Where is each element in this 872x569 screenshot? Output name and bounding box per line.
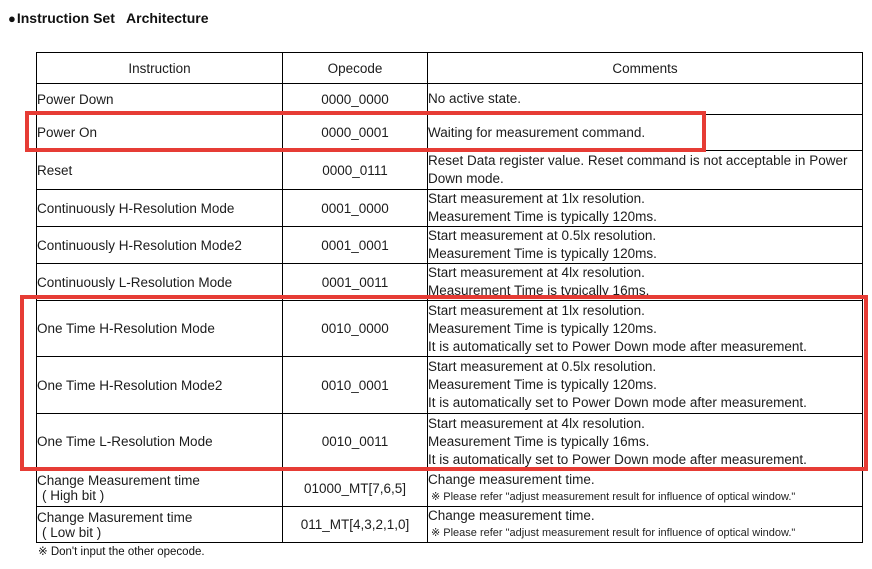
opcode-cell: 0010_0001 xyxy=(282,356,428,414)
comment-note: ※ Please refer "adjust measurement resul… xyxy=(431,490,796,503)
comment-line: Measurement Time is typically 120ms. xyxy=(428,377,657,392)
table-row-change-time-low: Change Masurement time ( Low bit ) 011_M… xyxy=(36,506,863,543)
comments-cell: Change measurement time. ※ Please refer … xyxy=(427,506,863,543)
comment-line: Measurement Time is typically 120ms. xyxy=(428,320,657,336)
opcode-cell: 0000_0111 xyxy=(282,150,428,190)
table-header-row: Instruction Opecode Comments xyxy=(36,52,863,84)
opcode-cell: 0010_0011 xyxy=(282,413,428,470)
table-row-cont-l-res: Continuously L-Resolution Mode 0001_0011… xyxy=(36,263,863,301)
table-row-reset: Reset 0000_0111 Reset Data register valu… xyxy=(36,150,863,190)
col-header-opecode: Opecode xyxy=(282,52,428,84)
instruction-subline: ( Low bit ) xyxy=(42,524,102,540)
instruction-cell: One Time L-Resolution Mode xyxy=(36,413,283,470)
comment-line: Start measurement at 4lx resolution. xyxy=(428,265,645,280)
comment-line: Start measurement at 4lx resolution. xyxy=(428,415,645,431)
table-row-onetime-h-res: One Time H-Resolution Mode 0010_0000 Sta… xyxy=(36,300,863,357)
instruction-name: Continuously H-Resolution Mode2 xyxy=(37,237,242,253)
opcode-cell: 01000_MT[7,6,5] xyxy=(282,469,428,507)
comment-line: Measurement Time is typically 16ms. xyxy=(428,283,650,298)
table-row-change-time-high: Change Measurement time ( High bit ) 010… xyxy=(36,469,863,507)
instruction-subline: ( High bit ) xyxy=(42,488,105,503)
table-row-onetime-h-res2: One Time H-Resolution Mode2 0010_0001 St… xyxy=(36,356,863,414)
comments-cell: Start measurement at 4lx resolution. Mea… xyxy=(427,413,863,470)
instruction-name: One Time L-Resolution Mode xyxy=(37,434,213,449)
comment-line: Measurement Time is typically 16ms. xyxy=(428,433,650,449)
comment-line: Change measurement time. xyxy=(428,471,595,487)
instruction-name: Continuously H-Resolution Mode xyxy=(37,200,235,216)
comment-line: It is automatically set to Power Down mo… xyxy=(428,338,807,354)
opcode-cell: 0000_0001 xyxy=(282,114,428,151)
comment-line: No active state. xyxy=(428,91,522,106)
comment-note: ※ Please refer "adjust measurement resul… xyxy=(431,527,796,539)
comment-line: It is automatically set to Power Down mo… xyxy=(428,395,807,410)
instruction-cell: Reset xyxy=(36,150,283,190)
table-row-power-on: Power On 0000_0001 Waiting for measureme… xyxy=(36,114,863,151)
comment-line: Change measurement time. xyxy=(428,508,595,523)
table-row-cont-h-res2: Continuously H-Resolution Mode2 0001_000… xyxy=(36,226,863,264)
instruction-cell: Change Measurement time ( High bit ) xyxy=(36,469,283,507)
instruction-cell: Change Masurement time ( Low bit ) xyxy=(36,506,283,543)
comments-cell: Change measurement time. ※ Please refer … xyxy=(427,469,863,507)
comment-line: Measurement Time is typically 120ms. xyxy=(428,246,657,261)
page-title-text: Instruction Set Architecture xyxy=(16,10,209,26)
table-row-power-down: Power Down 0000_0000 No active state. xyxy=(36,83,863,115)
comment-line: Start measurement at 1lx resolution. xyxy=(428,302,645,318)
instruction-cell: Continuously L-Resolution Mode xyxy=(36,263,283,301)
comment-line: Waiting for measurement command. xyxy=(428,124,646,140)
opcode-cell: 0010_0000 xyxy=(282,300,428,357)
instruction-name: Change Masurement time xyxy=(37,509,193,525)
bullet-icon: ● xyxy=(8,11,17,26)
comments-cell: Waiting for measurement command. xyxy=(427,114,863,151)
instruction-name: Reset xyxy=(37,162,73,178)
comments-cell: Start measurement at 1lx resolution. Mea… xyxy=(427,189,863,227)
page-title: ●Instruction Set Architecture xyxy=(8,10,208,26)
comment-line: Measurement Time is typically 120ms. xyxy=(428,209,657,224)
opcode-cell: 0001_0000 xyxy=(282,189,428,227)
opcode-cell: 0001_0011 xyxy=(282,263,428,301)
col-header-comments: Comments xyxy=(427,52,863,84)
comments-cell: No active state. xyxy=(427,83,863,115)
table-row-onetime-l-res: One Time L-Resolution Mode 0010_0011 Sta… xyxy=(36,413,863,470)
instruction-cell: One Time H-Resolution Mode2 xyxy=(36,356,283,414)
instruction-set-table: Instruction Opecode Comments Power Down … xyxy=(36,52,863,543)
instruction-name: Power On xyxy=(37,125,98,140)
instruction-cell: One Time H-Resolution Mode xyxy=(36,300,283,357)
instruction-cell: Power Down xyxy=(36,83,283,115)
opcode-cell: 0001_0001 xyxy=(282,226,428,264)
footnote: ※ Don't input the other opecode. xyxy=(38,546,205,558)
instruction-cell: Continuously H-Resolution Mode xyxy=(36,189,283,227)
comment-line: Start measurement at 1lx resolution. xyxy=(428,191,645,206)
comments-cell: Start measurement at 0.5lx resolution. M… xyxy=(427,356,863,414)
instruction-name: Continuously L-Resolution Mode xyxy=(37,274,233,290)
instruction-cell: Power On xyxy=(36,114,283,151)
instruction-name: One Time H-Resolution Mode xyxy=(37,321,215,336)
instruction-cell: Continuously H-Resolution Mode2 xyxy=(36,226,283,264)
opcode-cell: 0000_0000 xyxy=(282,83,428,115)
comment-line: Start measurement at 0.5lx resolution. xyxy=(428,228,657,243)
comments-cell: Start measurement at 4lx resolution. Mea… xyxy=(427,263,863,301)
comment-line: Reset Data register value. Reset command… xyxy=(428,153,848,186)
col-header-instruction: Instruction xyxy=(36,52,283,84)
comments-cell: Start measurement at 0.5lx resolution. M… xyxy=(427,226,863,264)
comments-cell: Reset Data register value. Reset command… xyxy=(427,150,863,190)
comments-cell: Start measurement at 1lx resolution. Mea… xyxy=(427,300,863,357)
comment-line: It is automatically set to Power Down mo… xyxy=(428,451,807,467)
table-row-cont-h-res: Continuously H-Resolution Mode 0001_0000… xyxy=(36,189,863,227)
instruction-name: One Time H-Resolution Mode2 xyxy=(37,377,223,393)
instruction-name: Change Measurement time xyxy=(37,473,200,488)
comment-line: Start measurement at 0.5lx resolution. xyxy=(428,359,657,374)
opcode-cell: 011_MT[4,3,2,1,0] xyxy=(282,506,428,543)
instruction-name: Power Down xyxy=(37,91,114,107)
